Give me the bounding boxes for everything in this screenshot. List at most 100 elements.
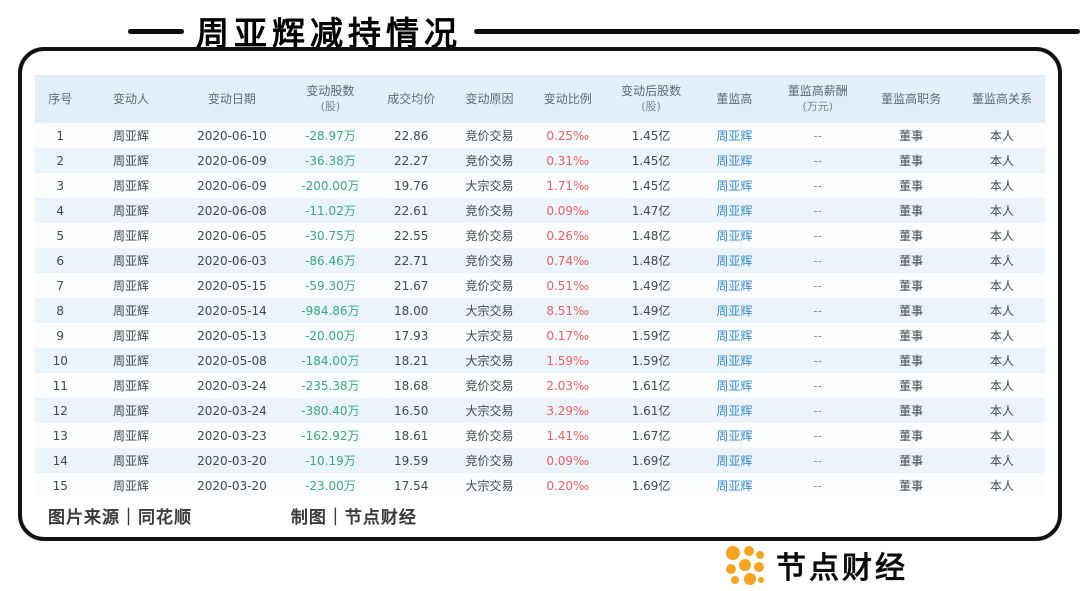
cell-person: 周亚辉: [85, 448, 177, 473]
cell-person: 周亚辉: [85, 148, 177, 173]
cell-exec[interactable]: 周亚辉: [696, 323, 773, 348]
col-header-person: 变动人: [85, 75, 177, 123]
cell-after: 1.59亿: [605, 348, 697, 373]
cell-price: 22.55: [373, 223, 450, 248]
cell-person: 周亚辉: [85, 248, 177, 273]
cell-exec[interactable]: 周亚辉: [696, 448, 773, 473]
cell-price: 17.93: [373, 323, 450, 348]
cell-after: 1.49亿: [605, 273, 697, 298]
cell-exec[interactable]: 周亚辉: [696, 473, 773, 498]
cell-shares: -30.75万: [287, 223, 374, 248]
cell-exec[interactable]: 周亚辉: [696, 123, 773, 148]
cell-person: 周亚辉: [85, 223, 177, 248]
cell-exec[interactable]: 周亚辉: [696, 148, 773, 173]
cell-reason: 竞价交易: [449, 148, 530, 173]
cell-price: 18.00: [373, 298, 450, 323]
cell-no: 15: [35, 473, 86, 498]
chart-credit-label: 制图｜节点财经: [290, 508, 417, 528]
cell-exec[interactable]: 周亚辉: [696, 198, 773, 223]
cell-price: 19.59: [373, 448, 450, 473]
cell-shares: -10.19万: [287, 448, 374, 473]
table-body: 1 周亚辉 2020-06-10 -28.97万 22.86 竞价交易 0.25‰ 1.45亿…: [35, 123, 1045, 498]
cell-date: 2020-03-24: [176, 373, 288, 398]
cell-price: 18.61: [373, 423, 450, 448]
cell-relation: 本人: [959, 398, 1045, 423]
table-container: 序号 变动人 变动日期 变动股数 (股) 成交均价 变动原因 变动比例 变动后股数 (股) 董监高董…: [35, 75, 1045, 498]
cell-ratio: 3.29‰: [529, 398, 606, 423]
cell-person: 周亚辉: [85, 373, 177, 398]
cell-position: 董事: [863, 148, 960, 173]
cell-reason: 大宗交易: [449, 348, 530, 373]
cell-person: 周亚辉: [85, 473, 177, 498]
cell-exec[interactable]: 周亚辉: [696, 348, 773, 373]
footer: 图片来源｜同花顺 制图｜节点财经: [48, 503, 417, 528]
cell-exec[interactable]: 周亚辉: [696, 298, 773, 323]
cell-exec[interactable]: 周亚辉: [696, 423, 773, 448]
cell-after: 1.48亿: [605, 248, 697, 273]
cell-salary: --: [772, 398, 864, 423]
cell-no: 7: [35, 273, 86, 298]
cell-person: 周亚辉: [85, 423, 177, 448]
cell-reason: 大宗交易: [449, 473, 530, 498]
cell-shares: -200.00万: [287, 173, 374, 198]
cell-ratio: 0.25‰: [529, 123, 606, 148]
cell-ratio: 0.31‰: [529, 148, 606, 173]
cell-price: 17.54: [373, 473, 450, 498]
cell-no: 12: [35, 398, 86, 423]
col-header-salary: 董监高薪酬 (万元): [772, 75, 864, 123]
cell-exec[interactable]: 周亚辉: [696, 373, 773, 398]
cell-shares: -20.00万: [287, 323, 374, 348]
cell-position: 董事: [863, 298, 960, 323]
cell-shares: -235.38万: [287, 373, 374, 398]
cell-exec[interactable]: 周亚辉: [696, 173, 773, 198]
table-row: 5 周亚辉 2020-06-05 -30.75万 22.55 竞价交易 0.26‰ 1.48亿…: [35, 223, 1045, 248]
cell-ratio: 8.51‰: [529, 298, 606, 323]
cell-relation: 本人: [959, 273, 1045, 298]
cell-position: 董事: [863, 223, 960, 248]
cell-position: 董事: [863, 448, 960, 473]
cell-date: 2020-06-09: [176, 173, 288, 198]
cell-after: 1.61亿: [605, 373, 697, 398]
cell-salary: --: [772, 198, 864, 223]
cell-exec[interactable]: 周亚辉: [696, 248, 773, 273]
cell-person: 周亚辉: [85, 348, 177, 373]
cell-relation: 本人: [959, 148, 1045, 173]
cell-salary: --: [772, 298, 864, 323]
cell-salary: --: [772, 373, 864, 398]
cell-relation: 本人: [959, 323, 1045, 348]
col-header-exec: 董监高: [696, 75, 773, 123]
cell-date: 2020-05-15: [176, 273, 288, 298]
cell-exec[interactable]: 周亚辉: [696, 273, 773, 298]
cell-reason: 大宗交易: [449, 298, 530, 323]
cell-relation: 本人: [959, 448, 1045, 473]
cell-date: 2020-05-08: [176, 348, 288, 373]
cell-salary: --: [772, 248, 864, 273]
cell-after: 1.45亿: [605, 173, 697, 198]
cell-reason: 竞价交易: [449, 123, 530, 148]
cell-exec[interactable]: 周亚辉: [696, 398, 773, 423]
cell-after: 1.59亿: [605, 323, 697, 348]
cell-position: 董事: [863, 173, 960, 198]
cell-after: 1.69亿: [605, 473, 697, 498]
cell-exec[interactable]: 周亚辉: [696, 223, 773, 248]
cell-relation: 本人: [959, 173, 1045, 198]
table-row: 2 周亚辉 2020-06-09 -36.38万 22.27 竞价交易 0.31‰ 1.45亿…: [35, 148, 1045, 173]
cell-person: 周亚辉: [85, 198, 177, 223]
cell-date: 2020-06-05: [176, 223, 288, 248]
cell-ratio: 0.17‰: [529, 323, 606, 348]
cell-salary: --: [772, 173, 864, 198]
cell-no: 11: [35, 373, 86, 398]
cell-shares: -380.40万: [287, 398, 374, 423]
cell-after: 1.45亿: [605, 148, 697, 173]
cell-salary: --: [772, 123, 864, 148]
dots-cluster-icon: [726, 546, 764, 585]
cell-reason: 大宗交易: [449, 323, 530, 348]
cell-relation: 本人: [959, 423, 1045, 448]
cell-shares: -86.46万: [287, 248, 374, 273]
cell-reason: 竞价交易: [449, 423, 530, 448]
cell-person: 周亚辉: [85, 273, 177, 298]
table-header: 序号 变动人 变动日期 变动股数 (股) 成交均价 变动原因 变动比例 变动后股数 (股) 董监高董…: [35, 75, 1045, 123]
cell-no: 5: [35, 223, 86, 248]
col-header-shares: 变动股数 (股): [287, 75, 374, 123]
table-row: 10 周亚辉 2020-05-08 -184.00万 18.21 大宗交易 1.59‰ 1.5…: [35, 348, 1045, 373]
